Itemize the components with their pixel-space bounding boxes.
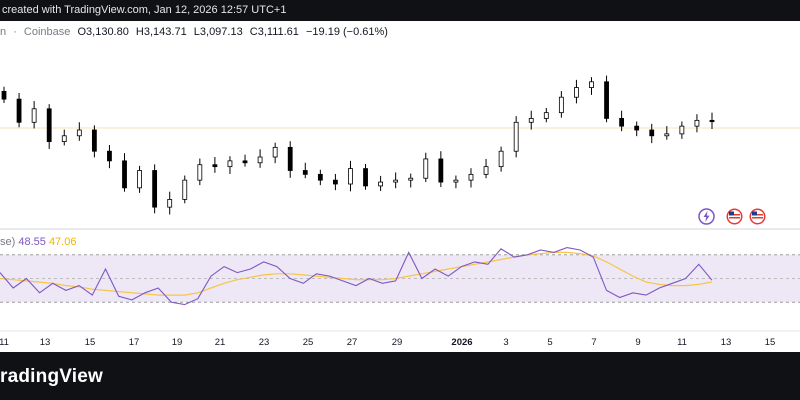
x-tick-label: 21 [215,337,226,348]
x-tick-label: 25 [303,337,314,348]
candle-up [589,81,594,88]
x-tick-label: 13 [40,337,51,348]
candle-down [317,173,323,181]
close-value: 3,111.61 [257,26,299,38]
close-label: C [249,26,258,38]
candle-up [348,168,353,185]
candle-down [16,98,22,123]
candle-down [333,179,338,185]
candle-down [649,129,655,137]
candle-down [634,125,640,131]
candle-down [46,108,52,142]
separator: · [13,26,17,38]
low-value: 3,097.13 [199,26,243,38]
rsi-ma-line [0,251,713,296]
candle-down [1,91,7,100]
x-tick-label: 19 [172,337,183,348]
x-tick-label: 5 [547,337,552,348]
x-tick-label: 29 [392,337,403,348]
candle-up [679,125,685,135]
candle-up [423,158,429,179]
x-tick-label: 15 [85,337,96,348]
rsi-value: 48.55 [18,236,46,248]
brand-logo-text: radingView [0,366,104,387]
candle-up [558,96,564,114]
chart-svg[interactable]: 11 13 15 17 19 21 23 25 27 29 2026 3 5 7 9 11 13 15 [0,21,800,352]
watermark-text: created with TradingView.com, Jan 12, 20… [2,4,287,16]
x-tick-label: 7 [591,337,596,348]
candle-up [137,170,142,189]
candle-up [664,133,670,137]
candle-down [122,160,127,189]
candle-up [393,179,399,183]
candle-down [438,158,444,183]
x-tick-label: 17 [129,337,140,348]
candle-up [543,112,549,119]
high-label: H [135,26,144,38]
candle-up [468,173,474,181]
candle-down [287,146,293,171]
candle-up [513,121,519,152]
candle-down [107,150,112,162]
candle-up [498,150,504,168]
us-flag-icon[interactable] [726,208,743,225]
open-label: O [77,26,87,38]
candle-up [408,177,414,181]
price-legend: n · Coinbase O3,130.80 H3,143.71 L3,097.… [0,26,388,38]
candle-up [61,135,67,142]
candle-up [257,156,263,164]
x-tick-label: 27 [347,337,358,348]
x-tick-label: 11 [0,337,9,348]
candle-up [453,179,459,183]
candle-up [528,118,534,123]
candle-up [197,164,203,181]
x-tick-label: 11 [677,337,687,348]
x-tick-label: 9 [635,337,640,348]
candle-down [212,164,218,168]
candle-up [574,87,579,98]
high-value: 3,143.71 [143,26,187,38]
x-tick-label: 2026 [451,337,472,348]
candle-up [182,179,188,200]
candle-down [709,119,715,123]
lightning-icon[interactable] [698,208,715,225]
open-value: 3,130.80 [86,26,129,38]
symbol-partial: n [0,26,7,38]
x-tick-label: 23 [259,337,270,348]
candle-down [604,81,609,119]
x-tick-label: 13 [721,337,732,348]
rsi-ma-value: 47.06 [48,236,77,248]
rsi-prefix: se) [0,236,16,248]
exchange-name: Coinbase [23,26,71,38]
candle-up [167,199,173,208]
candle-down [363,168,368,187]
x-tick-label: 3 [503,337,508,348]
candle-down [91,129,97,152]
watermark-bar: created with TradingView.com, Jan 12, 20… [0,0,800,21]
change-value: −19.19 (−0.61%) [305,26,388,38]
rsi-line [0,247,713,306]
brand-bar: radingView [0,352,800,400]
candle-up [31,108,37,123]
candle-up [272,146,278,158]
candle-down [152,170,158,208]
rsi-legend: se) 48.55 47.06 [0,236,76,248]
x-tick-label: 15 [765,337,776,348]
candle-up [227,160,233,168]
candle-up [483,166,489,175]
candle-up [694,119,700,127]
low-label: L [193,26,200,38]
candle-up [378,181,383,187]
candle-up [76,129,82,137]
us-flag-icon[interactable] [749,208,766,225]
candle-down [302,170,308,175]
candle-down [242,160,248,164]
candle-down [619,118,625,127]
